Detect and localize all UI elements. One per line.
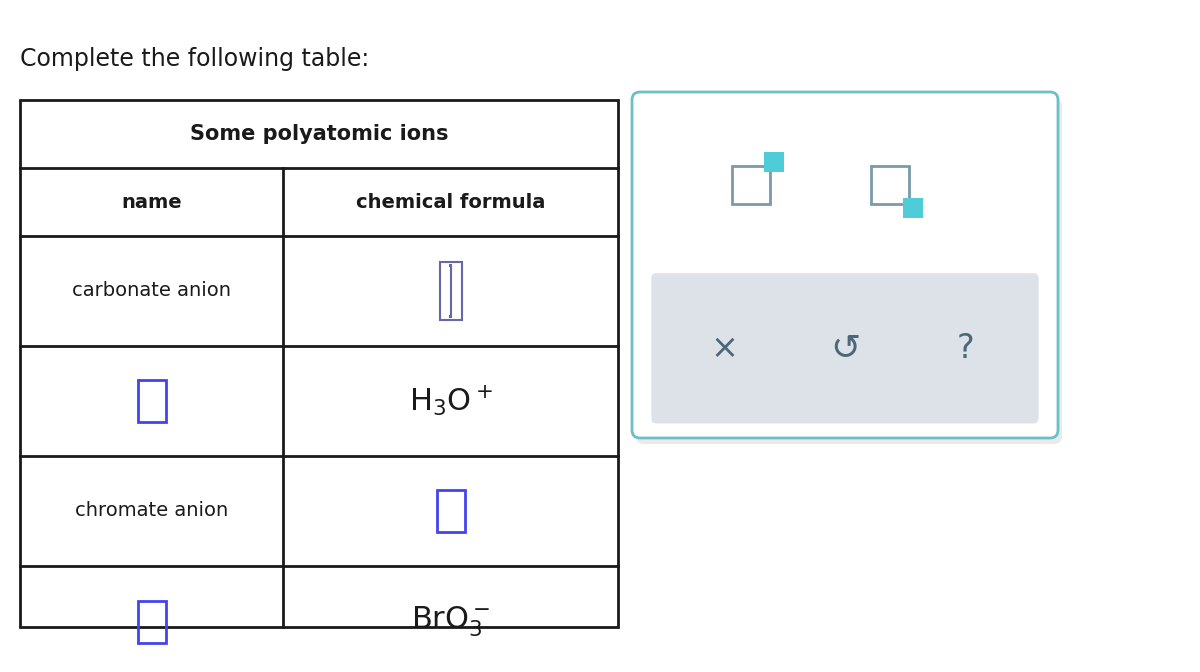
Bar [437, 490, 464, 532]
Bar [138, 601, 166, 642]
FancyBboxPatch shape [636, 98, 1062, 444]
Bar [871, 166, 910, 204]
Bar [732, 166, 770, 204]
Bar [449, 264, 452, 267]
Text: Some polyatomic ions: Some polyatomic ions [190, 124, 449, 144]
Text: $\mathregular{H_3O^+}$: $\mathregular{H_3O^+}$ [409, 384, 492, 418]
Text: name: name [121, 192, 182, 212]
Text: $\mathregular{BrO_3^-}$: $\mathregular{BrO_3^-}$ [410, 604, 491, 639]
Text: carbonate anion: carbonate anion [72, 282, 232, 300]
Bar [764, 153, 784, 172]
Text: chromate anion: chromate anion [74, 501, 228, 521]
Bar [138, 380, 166, 422]
Text: ↺: ↺ [830, 331, 860, 366]
Text: ?: ? [956, 332, 974, 365]
Bar [449, 315, 452, 318]
Bar [20, 100, 618, 627]
Text: Complete the following table:: Complete the following table: [20, 47, 370, 71]
FancyBboxPatch shape [632, 92, 1058, 438]
Bar [904, 198, 924, 218]
FancyBboxPatch shape [652, 274, 1038, 423]
Bar [439, 262, 462, 320]
Text: ×: × [710, 332, 738, 365]
Text: chemical formula: chemical formula [356, 192, 545, 212]
